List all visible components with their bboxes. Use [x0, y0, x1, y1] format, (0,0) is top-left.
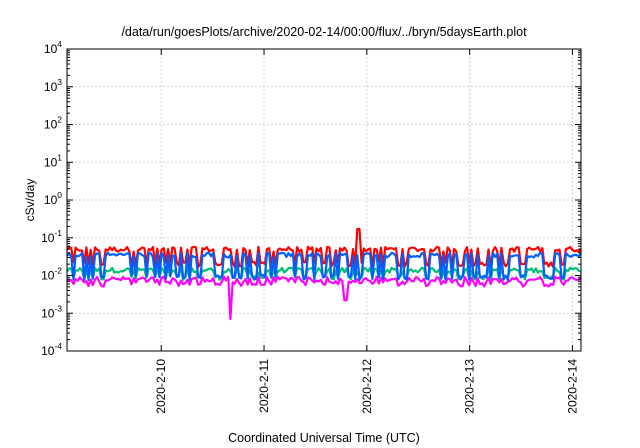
grid [67, 49, 581, 351]
y-tick-label: 10-1 [41, 228, 62, 245]
x-ticks: 2020-2-10 2020-2-11 2020-2-12 2020-2-13 2020… [154, 49, 579, 414]
y-tick-label: 101 [44, 152, 62, 169]
x-tick-label: 2020-2-14 [565, 359, 579, 414]
y-tick-label: 103 [44, 77, 62, 94]
y-ticks: 104 103 102 101 100 10-1 10-2 10-3 10-4 [41, 39, 581, 358]
x-tick-label: 2020-2-10 [154, 359, 168, 414]
y-tick-label: 100 [44, 190, 62, 207]
series-layer [66, 228, 582, 321]
y-tick-label: 10-3 [41, 303, 62, 320]
x-tick-label: 2020-2-11 [257, 359, 271, 413]
x-tick-label: 2020-2-12 [360, 359, 374, 414]
y-tick-label: 104 [44, 39, 62, 56]
y-tick-label: 10-2 [41, 266, 62, 283]
series-line [66, 251, 582, 281]
x-tick-label: 2020-2-13 [463, 359, 477, 414]
series-line [66, 228, 582, 268]
series-line [66, 275, 582, 321]
y-axis-label: cSv/day [23, 179, 37, 222]
y-tick-label: 102 [44, 115, 62, 132]
x-axis-label: Coordinated Universal Time (UTC) [228, 431, 420, 445]
chart-title: /data/run/goesPlots/archive/2020-02-14/0… [121, 25, 527, 39]
y-tick-label: 10-4 [41, 341, 62, 358]
